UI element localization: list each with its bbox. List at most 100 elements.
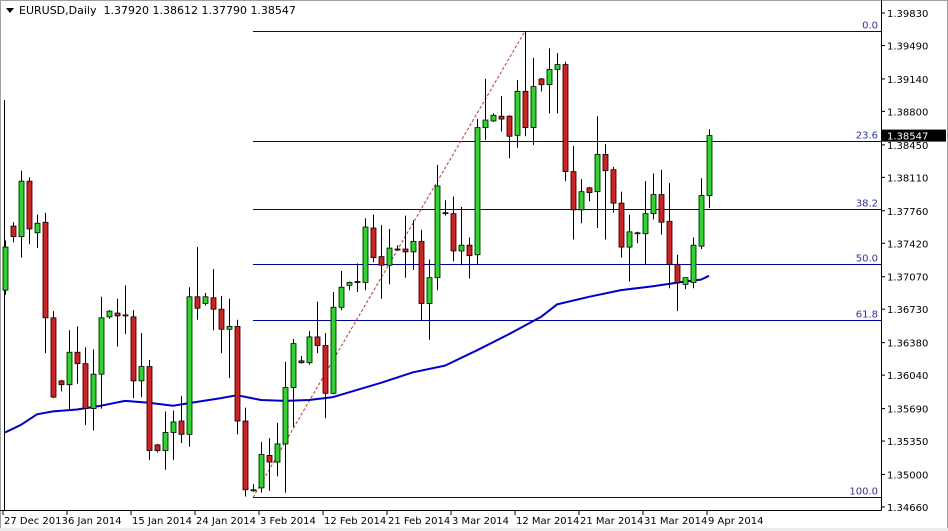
bear-candle <box>602 154 609 172</box>
bull-candle <box>546 68 553 86</box>
bull-candle <box>250 489 257 492</box>
bear-candle <box>266 455 273 463</box>
bull-candle <box>98 317 105 375</box>
fib-level-label: 0.0 <box>862 21 878 32</box>
time-tick-label: 3 Feb 2014 <box>260 516 316 527</box>
ohlc-readout: 1.37920 1.38612 1.37790 1.38547 <box>103 4 296 17</box>
bull-candle <box>690 244 697 283</box>
bear-candle <box>570 171 577 211</box>
time-tick-label: 6 Jan 2014 <box>68 516 122 527</box>
price-tick-label: 1.35350 <box>887 437 928 448</box>
bull-candle <box>634 232 641 235</box>
bull-candle <box>362 226 369 283</box>
bear-candle <box>666 220 673 265</box>
time-tick-label: 12 Feb 2014 <box>324 516 386 527</box>
price-tick-label: 1.37760 <box>887 207 928 218</box>
bear-candle <box>674 263 681 283</box>
bear-candle <box>146 366 153 452</box>
current-price-tag <box>882 129 946 142</box>
bull-candle <box>330 306 337 394</box>
dropdown-triangle-icon[interactable] <box>6 8 14 13</box>
bear-candle <box>218 308 225 330</box>
fib-level-label: 38.2 <box>856 199 878 210</box>
bull-candle <box>410 240 417 253</box>
bull-candle <box>626 231 633 248</box>
bull-candle <box>458 244 465 252</box>
bull-candle <box>642 213 649 235</box>
bear-candle <box>498 115 505 120</box>
bull-candle <box>186 296 193 435</box>
bear-candle <box>466 244 473 257</box>
bear-candle <box>450 213 457 252</box>
bear-candle <box>114 312 121 317</box>
price-tick-label: 1.39830 <box>887 9 928 20</box>
bear-candle <box>442 212 449 215</box>
bull-candle <box>18 180 25 237</box>
bull-candle <box>706 135 713 196</box>
bull-candle <box>338 286 345 308</box>
bear-candle <box>562 64 569 173</box>
price-tick-label: 1.35690 <box>887 405 928 416</box>
bear-candle <box>370 227 377 259</box>
bear-candle <box>242 420 249 491</box>
price-tick-label: 1.37070 <box>887 273 928 284</box>
bull-candle <box>386 247 393 266</box>
bull-candle <box>170 421 177 433</box>
bear-candle <box>234 326 241 422</box>
fib-level-label: 23.6 <box>856 131 878 142</box>
bull-candle <box>394 248 401 251</box>
bull-candle <box>698 195 705 247</box>
time-tick-label: 21 Mar 2014 <box>580 516 643 527</box>
time-tick-label: 3 Mar 2014 <box>452 516 509 527</box>
bear-candle <box>130 316 137 382</box>
bull-candle <box>34 222 41 234</box>
bear-candle <box>194 296 201 309</box>
bear-candle <box>538 78 545 86</box>
bull-candle <box>306 336 313 364</box>
price-tick-label: 1.34660 <box>887 503 928 514</box>
price-tick-label: 1.38110 <box>887 173 928 184</box>
bull-candle <box>122 314 129 317</box>
bear-candle <box>154 444 161 452</box>
bull-candle <box>90 373 97 409</box>
bull-candle <box>258 454 265 489</box>
price-tick-label: 1.39490 <box>887 41 928 52</box>
bull-candle <box>106 310 113 318</box>
bull-candle <box>426 277 433 304</box>
bull-candle <box>530 86 537 129</box>
bear-candle <box>210 297 217 310</box>
time-tick-label: 15 Jan 2014 <box>132 516 192 527</box>
time-tick-label: 27 Dec 2013 <box>4 516 68 527</box>
bear-candle <box>418 240 425 304</box>
bull-candle <box>202 296 209 304</box>
fib-level-label: 50.0 <box>856 254 878 265</box>
bottom-strip <box>0 528 948 531</box>
bull-candle <box>594 154 601 193</box>
bear-candle <box>610 169 617 204</box>
bear-candle <box>618 202 625 248</box>
bear-candle <box>322 345 329 394</box>
price-tick-label: 1.39140 <box>887 75 928 86</box>
fib-level-label: 61.8 <box>856 310 878 321</box>
bull-candle <box>474 127 481 256</box>
current-price-label: 1.38547 <box>887 132 928 143</box>
bull-candle <box>2 246 9 291</box>
time-tick-label: 24 Jan 2014 <box>196 516 256 527</box>
bear-candle <box>314 336 321 346</box>
bear-candle <box>378 256 385 266</box>
bear-candle <box>658 194 665 223</box>
bull-candle <box>346 282 353 286</box>
bull-candle <box>282 387 289 445</box>
time-tick-label: 21 Feb 2014 <box>388 516 450 527</box>
bear-candle <box>522 90 529 129</box>
price-tick-label: 1.37420 <box>887 239 928 250</box>
bear-candle <box>58 380 65 386</box>
bull-candle <box>554 64 561 70</box>
bear-candle <box>26 180 33 230</box>
bull-candle <box>138 366 145 382</box>
bear-candle <box>74 351 81 365</box>
bear-candle <box>298 360 305 364</box>
bull-candle <box>66 351 73 386</box>
bull-candle <box>290 343 297 388</box>
